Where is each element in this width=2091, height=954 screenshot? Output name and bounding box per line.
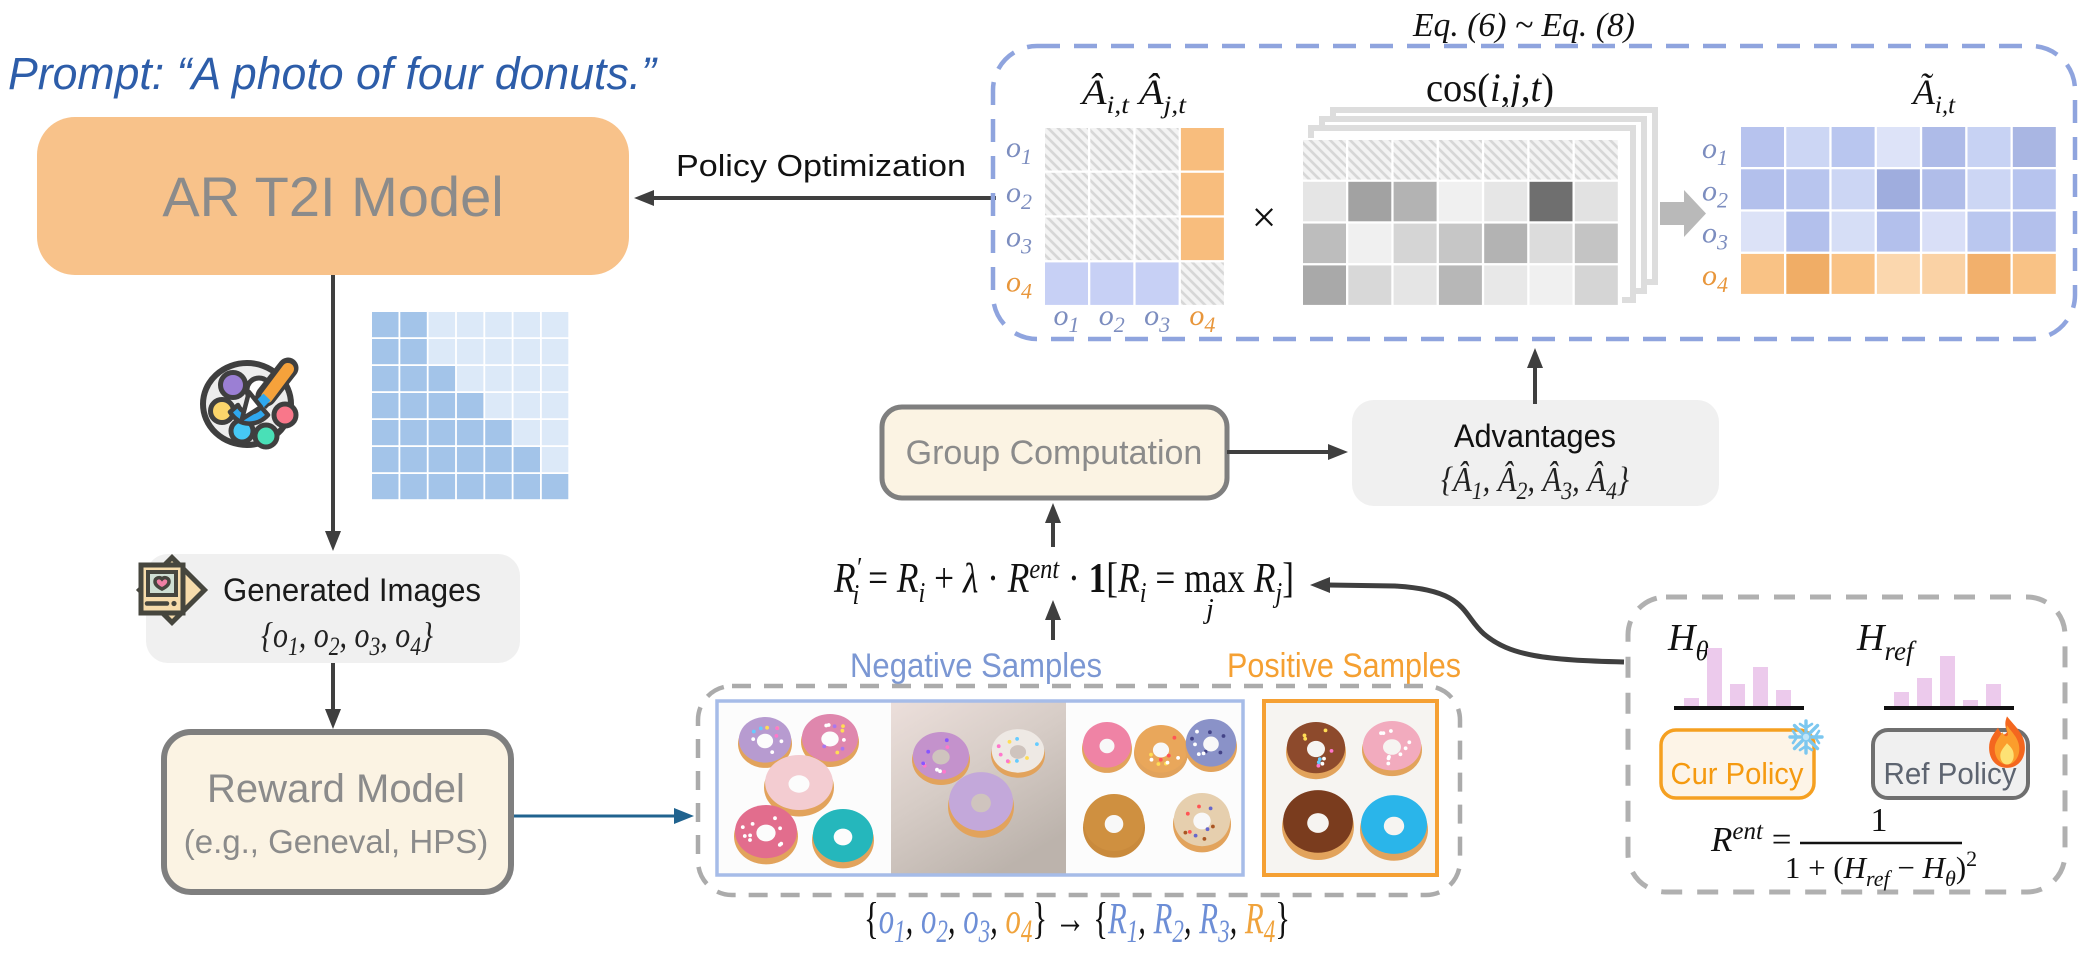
svg-text:1: 1: [1871, 802, 1888, 839]
svg-text:Reward Model: Reward Model: [207, 767, 465, 811]
svg-text:j: j: [1203, 594, 1214, 625]
svg-text:{o1, o2, o3, o4}: {o1, o2, o3, o4}: [261, 615, 433, 661]
svg-text:1 + (Href − Hθ)2: 1 + (Href − Hθ)2: [1785, 846, 1977, 891]
svg-text:Negative Samples: Negative Samples: [850, 647, 1102, 685]
svg-text:Generated Images: Generated Images: [223, 572, 481, 608]
svg-text:R′i = Ri + λ · Rent · 1[Ri = m: R′ i = Ri + λ · Rent · 1[Ri = max Rj]: [833, 552, 1294, 611]
svg-text:Prompt: “A photo of four donut: Prompt: “A photo of four donuts.”: [8, 48, 658, 99]
svg-text:Positive Samples: Positive Samples: [1227, 647, 1461, 685]
svg-text:o1: o1: [1054, 299, 1080, 337]
svg-text:Group Computation: Group Computation: [906, 434, 1203, 472]
svg-text:{Â1, Â2, Â3, Â4}: {Â1, Â2, Â3, Â4}: [1441, 460, 1629, 505]
svg-text:Policy Optimization: Policy Optimization: [676, 148, 966, 183]
svg-text:AR T2I Model: AR T2I Model: [162, 165, 503, 228]
svg-text:Advantages: Advantages: [1454, 418, 1616, 454]
svg-text:Cur Policy: Cur Policy: [1671, 756, 1804, 791]
svg-text:×: ×: [1252, 193, 1277, 242]
svg-text:Eq. (6) ~ Eq. (8): Eq. (6) ~ Eq. (8): [1412, 7, 1635, 44]
svg-text:cos(i,j,t): cos(i,j,t): [1426, 65, 1554, 110]
svg-text:{o1, o2, o3, o4} → {R1, R2, R3: {o1, o2, o3, o4} → {R1, R2, R3, R4}: [864, 894, 1290, 950]
svg-text:(e.g., Geneval, HPS): (e.g., Geneval, HPS): [184, 823, 488, 860]
